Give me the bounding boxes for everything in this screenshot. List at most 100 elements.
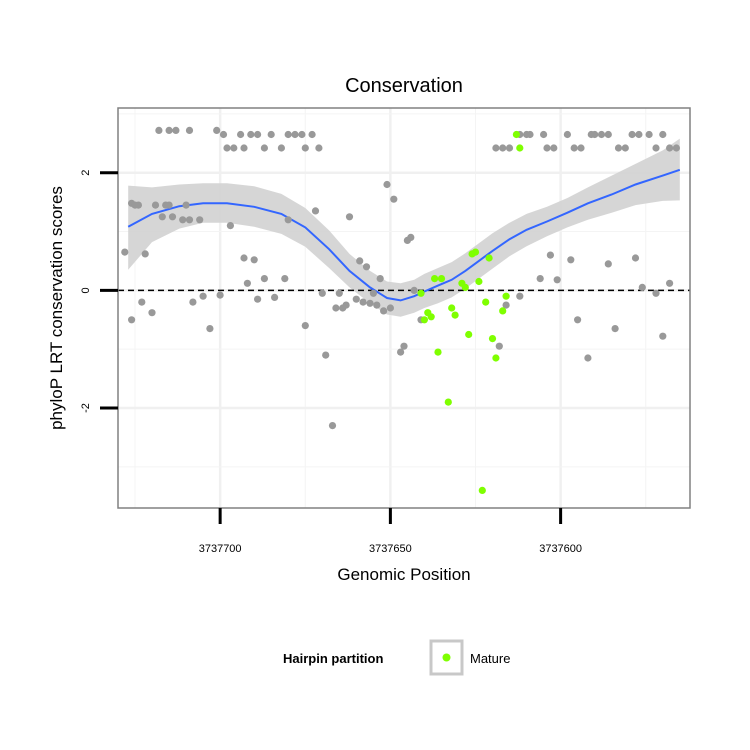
other-point [284, 130, 292, 139]
other-point [332, 304, 340, 312]
x-axis-title: Genomic Position [337, 565, 470, 584]
other-point [311, 207, 320, 215]
other-point [373, 301, 381, 309]
other-point [322, 351, 330, 359]
other-point [666, 144, 674, 152]
other-point [563, 130, 572, 139]
other-point [659, 332, 667, 340]
other-point [284, 216, 292, 224]
other-point [359, 298, 367, 306]
other-point [172, 126, 180, 134]
other-point [226, 222, 234, 230]
legend: Hairpin partition Mature [283, 639, 510, 676]
other-point [567, 256, 575, 264]
other-point [628, 130, 636, 139]
other-point [254, 295, 262, 303]
other-point [128, 316, 136, 324]
other-point [352, 295, 360, 303]
mature-point [478, 486, 486, 494]
other-point [390, 195, 398, 203]
other-point [237, 130, 245, 139]
legend-title: Hairpin partition [283, 651, 383, 666]
other-point [230, 144, 238, 152]
other-point [271, 293, 279, 301]
mature-point [485, 254, 493, 262]
mature-point [420, 316, 428, 324]
mature-point [492, 354, 500, 362]
other-point [574, 316, 582, 324]
other-point [335, 289, 343, 297]
other-point [148, 309, 156, 317]
other-point [386, 304, 394, 312]
other-point [400, 342, 408, 350]
y-tick-label: -2 [80, 403, 92, 413]
other-point [247, 130, 255, 139]
other-point [611, 325, 619, 333]
other-point [182, 201, 190, 209]
other-point [301, 322, 309, 330]
x-tick-label: 3737600 [539, 543, 582, 555]
other-point [550, 144, 558, 152]
y-axis: -2 0 2 [80, 170, 118, 413]
other-point [328, 422, 337, 430]
other-point [185, 216, 194, 224]
mature-point [488, 335, 497, 343]
other-point [376, 275, 384, 283]
other-point [666, 279, 674, 287]
other-point [540, 130, 548, 139]
mature-point [444, 398, 452, 406]
mature-point [465, 330, 473, 339]
other-point [213, 126, 221, 134]
other-point [366, 299, 374, 307]
other-point [659, 130, 667, 139]
other-point [134, 201, 142, 209]
other-point [499, 144, 507, 152]
other-point [362, 263, 371, 271]
other-point [165, 201, 173, 209]
smooth-line-group [127, 168, 681, 302]
other-point [369, 289, 377, 297]
mature-point [431, 275, 439, 283]
other-point [645, 130, 653, 139]
other-point [168, 213, 177, 221]
other-point [219, 130, 228, 139]
other-point [383, 180, 391, 189]
y-tick-label: 0 [80, 287, 92, 293]
mature-point [516, 144, 524, 152]
other-point [260, 275, 268, 283]
other-point [179, 216, 187, 224]
x-tick-label: 3737650 [369, 543, 412, 555]
mature-point [512, 130, 521, 139]
other-point [165, 126, 173, 134]
other-point [196, 216, 204, 224]
other-point [597, 130, 606, 139]
other-point [243, 279, 251, 287]
other-point [291, 130, 299, 139]
other-point [604, 260, 612, 268]
points-group [121, 126, 681, 494]
other-point [189, 298, 197, 306]
legend-key-mature-point [442, 653, 451, 662]
other-point [216, 291, 224, 299]
other-point [151, 201, 160, 209]
other-point [672, 144, 681, 152]
other-point [410, 286, 418, 294]
other-point [570, 144, 578, 152]
other-point [635, 130, 643, 139]
plot-border [117, 107, 691, 509]
y-axis-title: phyloP LRT conservation scores [47, 186, 66, 430]
grid-lines [118, 108, 690, 508]
mature-point [482, 298, 490, 306]
other-point [587, 130, 595, 139]
other-point [141, 250, 149, 258]
x-axis: 3737700 3737650 3737600 [199, 508, 582, 555]
other-point [505, 144, 514, 152]
other-point [318, 289, 326, 297]
other-point [631, 254, 640, 262]
mature-point [475, 277, 483, 286]
other-point [380, 307, 388, 315]
other-point [298, 130, 306, 139]
other-point [308, 130, 316, 139]
other-point [240, 144, 248, 152]
other-point [577, 144, 585, 152]
